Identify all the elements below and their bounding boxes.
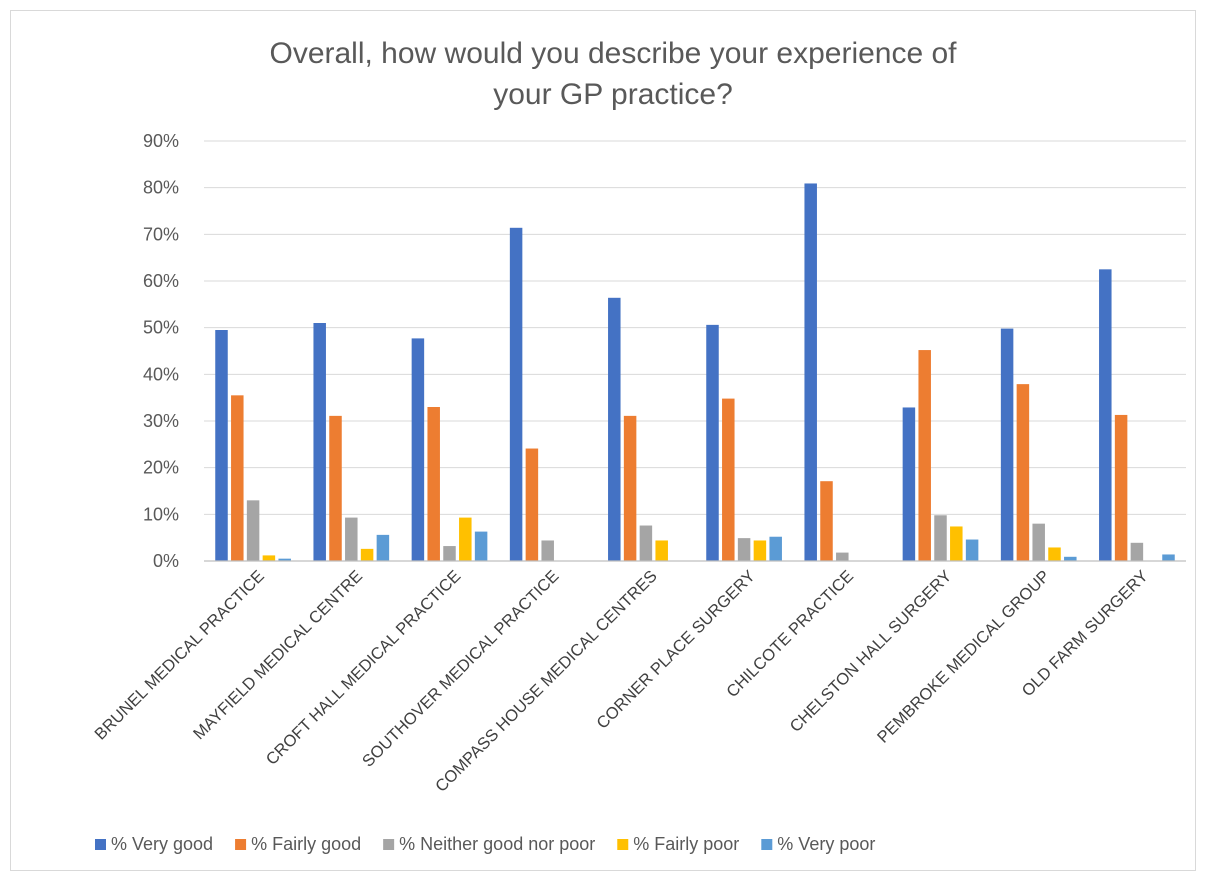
bar-3-8 (934, 515, 947, 561)
legend-label: % Fairly good (251, 834, 361, 854)
y-tick-label: 20% (143, 458, 179, 478)
y-tick-label: 70% (143, 224, 179, 244)
y-tick-label: 60% (143, 271, 179, 291)
bar-3-1 (246, 500, 260, 561)
bar-1-6 (706, 324, 719, 561)
y-tick-label: 30% (143, 411, 179, 431)
legend-swatch (761, 839, 773, 850)
bar-1-5 (608, 297, 621, 561)
bar-3-3 (443, 546, 456, 561)
bar-2-1 (231, 395, 244, 561)
bar-2-4 (525, 448, 539, 561)
y-tick-label: 40% (143, 364, 179, 384)
bar-5-10 (1162, 554, 1175, 561)
legend-swatch (383, 839, 395, 850)
x-category-label: CORNER PLACE SURGERY (593, 567, 759, 733)
x-category-label: CROFT HALL MEDICAL PRACTICE (263, 567, 465, 769)
y-tick-label: 0% (153, 551, 179, 571)
y-tick-label: 90% (143, 131, 179, 151)
bar-3-4 (541, 540, 554, 561)
x-category-label: CHELSTON HALL SURGERY (787, 567, 956, 736)
y-tick-label: 80% (143, 178, 179, 198)
bar-4-8 (950, 526, 963, 561)
x-category-label: COMPASS HOUSE MEDICAL CENTRES (432, 567, 661, 796)
legend-label: % Fairly poor (633, 834, 739, 854)
bars (215, 183, 1175, 562)
bar-2-10 (1114, 414, 1128, 561)
bar-2-8 (918, 350, 931, 561)
bar-3-9 (1032, 523, 1045, 561)
bar-3-5 (639, 525, 653, 561)
chart-frame: Overall, how would you describe your exp… (10, 10, 1196, 871)
bar-1-10 (1099, 269, 1112, 561)
bar-2-6 (722, 398, 735, 561)
bar-4-6 (753, 540, 767, 561)
bar-chart: Overall, how would you describe your exp… (91, 37, 1186, 854)
bar-2-9 (1016, 384, 1030, 561)
legend: % Very good % Fairly good % Neither good n… (95, 834, 875, 854)
bar-5-8 (965, 539, 979, 561)
bar-3-2 (345, 517, 358, 561)
legend-label: % Very poor (777, 834, 875, 854)
y-tick-label: 10% (143, 504, 179, 524)
bar-1-9 (1000, 328, 1014, 561)
bar-4-5 (655, 540, 668, 561)
legend-swatch (95, 839, 106, 850)
chart-title-line-2: your GP practice? (493, 78, 733, 111)
bar-1-4 (509, 227, 523, 562)
bar-5-2 (376, 534, 390, 561)
y-tick-label: 50% (143, 318, 179, 338)
y-axis-tick-labels: 0% 10% 20% 30% 40% 50% 60% 70% 80% 90% (143, 131, 179, 571)
bar-1-3 (411, 338, 425, 561)
legend-swatch (617, 839, 629, 850)
bar-5-9 (1064, 556, 1077, 561)
x-category-label: SOUTHOVER MEDICAL PRACTICE (359, 567, 563, 771)
bar-2-2 (329, 415, 342, 561)
bar-4-9 (1048, 547, 1061, 561)
bar-1-1 (215, 330, 228, 561)
x-category-label: PEMBROKE MEDICAL GROUP (874, 567, 1054, 747)
bar-1-2 (313, 323, 326, 561)
bar-5-3 (474, 531, 488, 561)
chart-title: Overall, how would you describe your exp… (269, 37, 957, 111)
bar-4-3 (459, 517, 472, 561)
bar-1-8 (902, 407, 916, 561)
gridlines (204, 140, 1186, 562)
bar-5-6 (769, 536, 782, 561)
legend-swatch (235, 839, 247, 850)
bar-4-1 (262, 555, 276, 561)
x-category-label: MAYFIELD MEDICAL CENTRE (190, 567, 366, 743)
bar-3-7 (836, 552, 849, 561)
bar-2-7 (820, 481, 833, 561)
chart-title-line-1: Overall, how would you describe your exp… (269, 37, 957, 70)
bar-3-6 (737, 538, 751, 561)
x-category-label: BRUNEL MEDICAL PRACTICE (91, 567, 268, 744)
bar-2-3 (427, 407, 440, 561)
bar-5-1 (278, 558, 291, 561)
bar-4-2 (360, 548, 374, 561)
legend-label: % Very good (111, 834, 213, 854)
bar-1-7 (804, 183, 817, 561)
legend-label: % Neither good nor poor (399, 834, 595, 854)
bar-2-5 (623, 415, 637, 561)
bar-3-10 (1130, 542, 1144, 561)
